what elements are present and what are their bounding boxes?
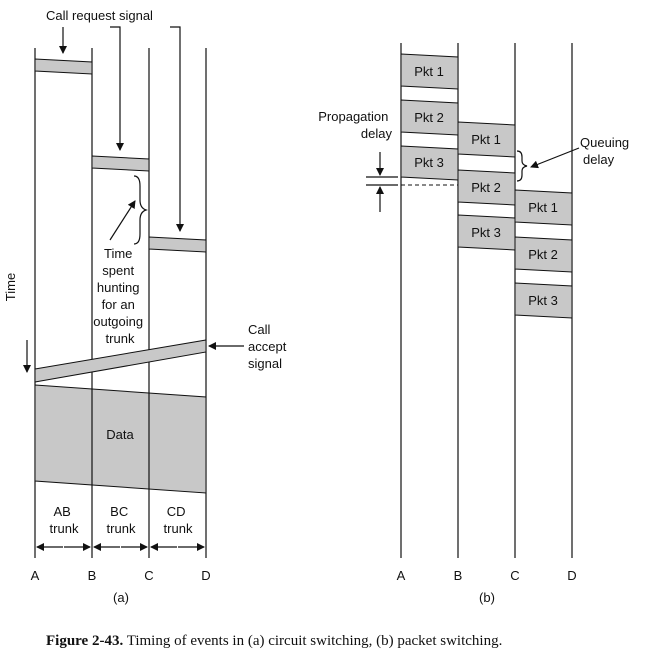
call-request-arrow-2 xyxy=(110,26,124,151)
diagram-b: Pkt 1 Pkt 2 Pkt 3 Pkt 1 Pkt 2 Pkt 3 Pkt … xyxy=(318,43,633,605)
pkt1-cd-label: Pkt 1 xyxy=(528,200,558,215)
pkt2-cd-label: Pkt 2 xyxy=(528,247,558,262)
figure-caption: Figure 2-43. Timing of events in (a) cir… xyxy=(46,633,502,649)
pkt1-bc xyxy=(457,121,516,158)
pkt1-bc-label: Pkt 1 xyxy=(471,132,501,147)
call-request-label: Call request signal xyxy=(46,8,153,23)
pkt3-ab-label: Pkt 3 xyxy=(414,155,444,170)
sub-label-b: (b) xyxy=(479,590,495,605)
node-b-D: D xyxy=(567,568,576,583)
call-request-bar-bc xyxy=(91,155,150,172)
node-b-B: B xyxy=(454,568,463,583)
caption-text: Timing of events in (a) circuit switchin… xyxy=(127,633,503,649)
node-a-A: A xyxy=(31,568,40,583)
hunting-label: Time spent hunting for an outgoing trunk xyxy=(93,246,147,346)
queuing-arrow xyxy=(530,147,580,169)
pkt2-ab-label: Pkt 2 xyxy=(414,110,444,125)
hunting-brace xyxy=(133,175,148,245)
call-accept-band xyxy=(34,339,207,383)
node-b-C: C xyxy=(510,568,519,583)
pkt1-ab xyxy=(400,53,459,90)
hunting-arrow xyxy=(109,200,136,241)
node-a-C: C xyxy=(144,568,153,583)
diagram-a: Call request signal Time spent hunting f… xyxy=(3,8,290,605)
queuing-brace xyxy=(516,150,528,182)
node-a-B: B xyxy=(88,568,97,583)
trunk-ab-label: AB trunk xyxy=(50,504,79,536)
pkt1-ab-label: Pkt 1 xyxy=(414,64,444,79)
pkt2-bc-label: Pkt 2 xyxy=(471,180,501,195)
call-request-bar-cd xyxy=(148,236,207,253)
call-request-bar-ab xyxy=(34,58,93,75)
pkt3-cd xyxy=(514,282,573,319)
pkt3-cd-label: Pkt 3 xyxy=(528,293,558,308)
time-label: Time xyxy=(3,273,18,301)
node-a-D: D xyxy=(201,568,210,583)
caption-label: Figure 2-43. xyxy=(46,633,123,649)
node-b-A: A xyxy=(397,568,406,583)
pkt2-cd xyxy=(514,236,573,273)
data-label: Data xyxy=(106,427,134,442)
pkt1-cd xyxy=(514,189,573,226)
call-request-arrow-3 xyxy=(170,26,184,232)
trunk-cd-label: CD trunk xyxy=(164,504,193,536)
queuing-label: Queuing delay xyxy=(580,135,633,167)
propagation-label: Propagation delay xyxy=(318,109,392,141)
sub-label-a: (a) xyxy=(113,590,129,605)
trunk-bc-label: BC trunk xyxy=(107,504,136,536)
call-accept-label: Call accept signal xyxy=(248,322,290,371)
pkt3-bc-label: Pkt 3 xyxy=(471,225,501,240)
